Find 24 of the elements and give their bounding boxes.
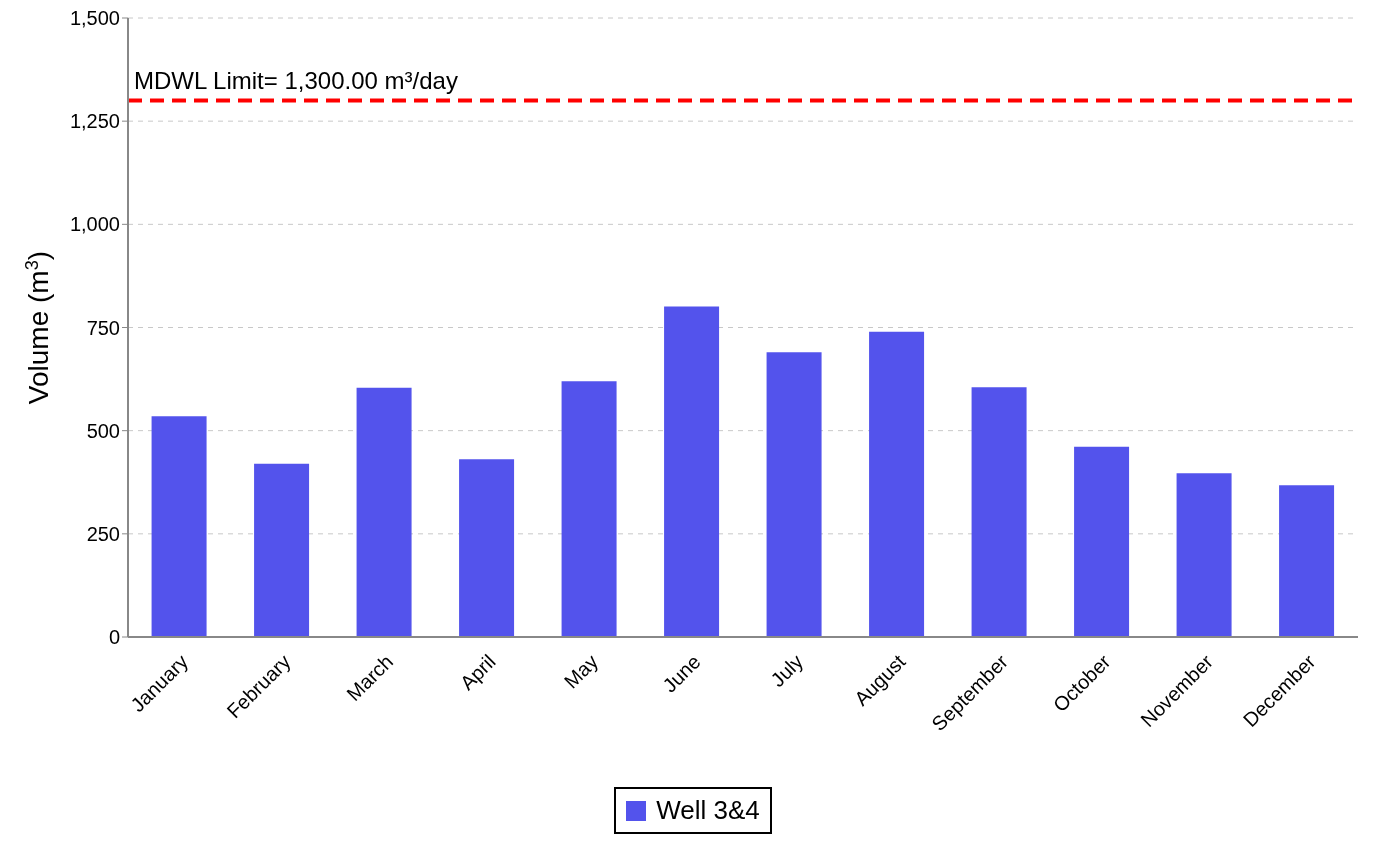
bar — [151, 416, 207, 637]
bar — [971, 387, 1027, 637]
x-tick-label: July — [766, 650, 808, 692]
bar — [356, 387, 412, 637]
y-tick-label: 750 — [86, 316, 120, 339]
bar — [459, 459, 515, 637]
bar — [869, 331, 925, 637]
bar — [664, 306, 720, 637]
y-tick-label: 500 — [86, 419, 120, 442]
x-tick-label: June — [658, 650, 705, 697]
y-tick-label: 0 — [108, 626, 120, 649]
y-tick-label: 250 — [86, 522, 120, 545]
bar — [766, 352, 822, 637]
y-tick-label: 1,250 — [69, 110, 120, 133]
y-tick-label: 1,500 — [69, 7, 120, 30]
bar — [1176, 473, 1232, 637]
bar — [561, 381, 617, 637]
bar — [1279, 485, 1335, 637]
y-tick-label: 1,000 — [69, 213, 120, 236]
legend-label: Well 3&4 — [655, 795, 760, 826]
bar — [254, 463, 310, 637]
ref-line-label: MDWL Limit= 1,300.00 m³/day — [134, 66, 458, 94]
x-tick-label: May — [559, 650, 603, 693]
bar — [1074, 446, 1130, 637]
